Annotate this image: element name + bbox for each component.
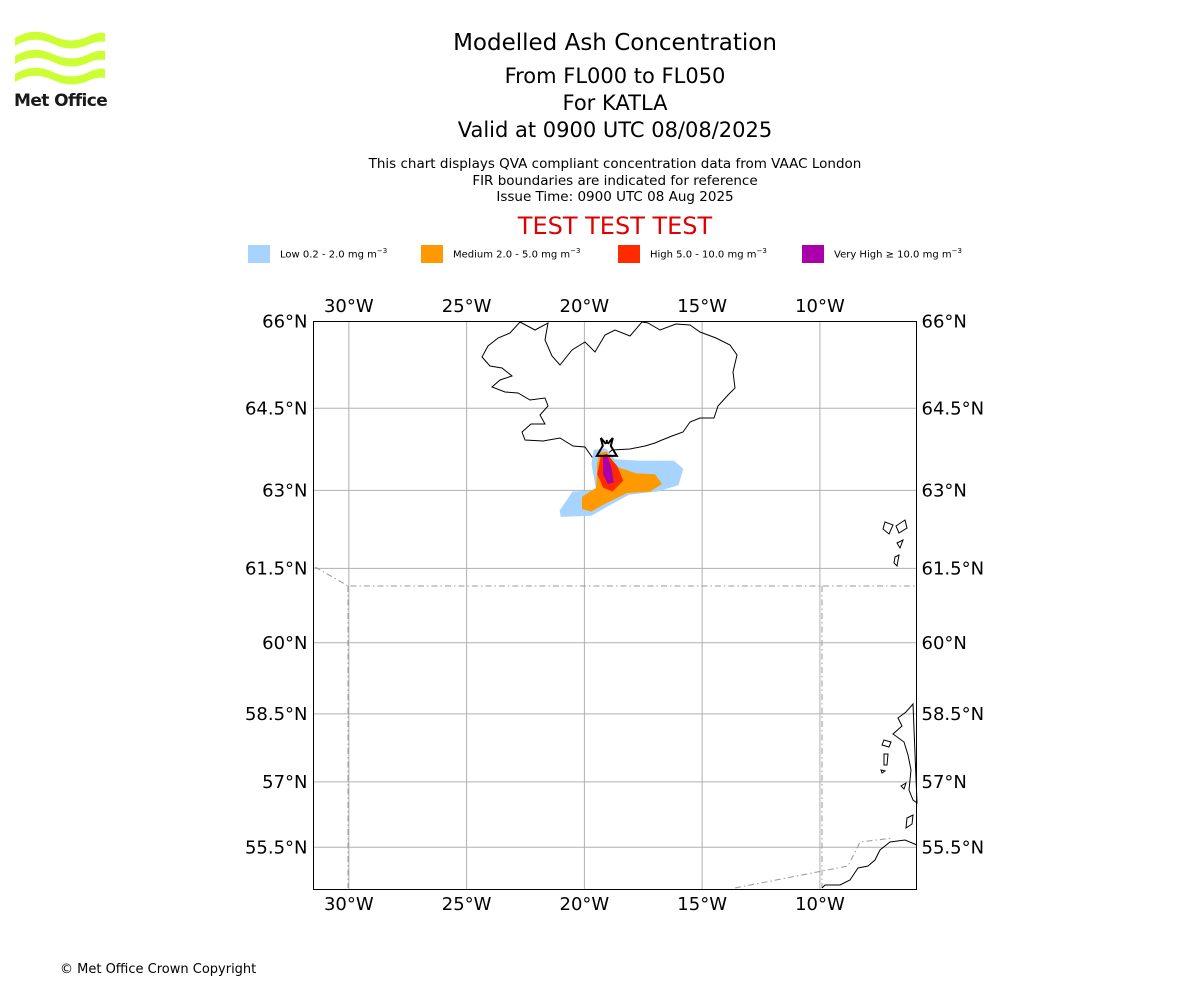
info-block: This chart displays QVA compliant concen… [315, 156, 915, 206]
lat-label-left: 60°N [262, 633, 307, 654]
ireland-coast [821, 839, 918, 889]
lat-label-right: 66°N [922, 312, 967, 333]
info-line-issue-time: Issue Time: 0900 UTC 08 Aug 2025 [496, 189, 734, 205]
lat-label-left: 64.5°N [245, 398, 308, 419]
lat-label-right: 55.5°N [922, 837, 985, 858]
chart-title: Modelled Ash Concentration [453, 30, 777, 56]
lat-label-left: 61.5°N [245, 558, 308, 579]
coastlines [481, 321, 918, 889]
scotland-coast [880, 702, 918, 830]
faroe-islands [882, 519, 908, 568]
lat-label-right: 58.5°N [922, 704, 985, 725]
fir-boundary-north [314, 566, 915, 587]
lon-label-top: 30°W [324, 296, 374, 317]
fir-boundaries [314, 566, 915, 889]
valid-time: Valid at 0900 UTC 08/08/2025 [457, 118, 773, 142]
volcano-source-marker [595, 437, 619, 457]
volcano-name: For KATLA [562, 91, 668, 115]
legend-swatch-low [248, 245, 270, 263]
lat-label-right: 60°N [922, 633, 967, 654]
level-range: From FL000 to FL050 [504, 64, 726, 88]
legend-label-low: Low 0.2 - 2.0 mg m−3 [280, 247, 388, 261]
met-office-logo: Met Office [14, 30, 108, 112]
lon-label-bottom: 25°W [442, 894, 492, 915]
lat-label-left: 57°N [262, 772, 307, 793]
lat-label-right: 57°N [922, 772, 967, 793]
info-line-source: This chart displays QVA compliant concen… [368, 156, 862, 172]
legend-swatch-very-high [802, 245, 824, 263]
subtitle-block: From FL000 to FL050 For KATLA Valid at 0… [315, 63, 915, 144]
lat-label-right: 61.5°N [922, 558, 985, 579]
lat-label-left: 55.5°N [245, 837, 308, 858]
legend-label-very-high: Very High ≥ 10.0 mg m−3 [834, 247, 962, 261]
legend-label-high: High 5.0 - 10.0 mg m−3 [650, 247, 767, 261]
map-frame [313, 321, 917, 890]
lat-label-left: 63°N [262, 480, 307, 501]
gridlines [313, 321, 917, 890]
lon-label-top: 25°W [442, 296, 492, 317]
lon-label-bottom: 20°W [560, 894, 610, 915]
lon-label-top: 15°W [677, 296, 727, 317]
legend-swatch-medium [421, 245, 443, 263]
test-banner: TEST TEST TEST [517, 212, 713, 240]
copyright: © Met Office Crown Copyright [60, 962, 257, 977]
lon-label-bottom: 15°W [677, 894, 727, 915]
lat-label-left: 66°N [262, 312, 307, 333]
ash-cloud [559, 448, 684, 517]
logo-text: Met Office [14, 91, 108, 111]
legend-swatch-high [618, 245, 640, 263]
lat-label-left: 58.5°N [245, 704, 308, 725]
info-line-fir: FIR boundaries are indicated for referen… [472, 172, 758, 189]
lat-label-right: 64.5°N [922, 398, 985, 419]
volcano-icon [595, 437, 619, 457]
ash-layer-very-high [603, 454, 614, 484]
iceland-coastline [481, 321, 738, 459]
lat-label-right: 63°N [922, 480, 967, 501]
legend-label-medium: Medium 2.0 - 5.0 mg m−3 [453, 247, 581, 261]
legend: Low 0.2 - 2.0 mg m−3 Medium 2.0 - 5.0 mg… [0, 244, 1200, 264]
axis-labels: 30°W 30°W 25°W 25°W 20°W 20°W 15°W 15°W 10°W 10°W… [245, 296, 984, 915]
lon-label-bottom: 10°W [795, 894, 845, 915]
fir-boundary-southeast [734, 837, 894, 889]
lon-label-bottom: 30°W [324, 894, 374, 915]
lon-label-top: 10°W [795, 296, 845, 317]
lon-label-top: 20°W [560, 296, 610, 317]
